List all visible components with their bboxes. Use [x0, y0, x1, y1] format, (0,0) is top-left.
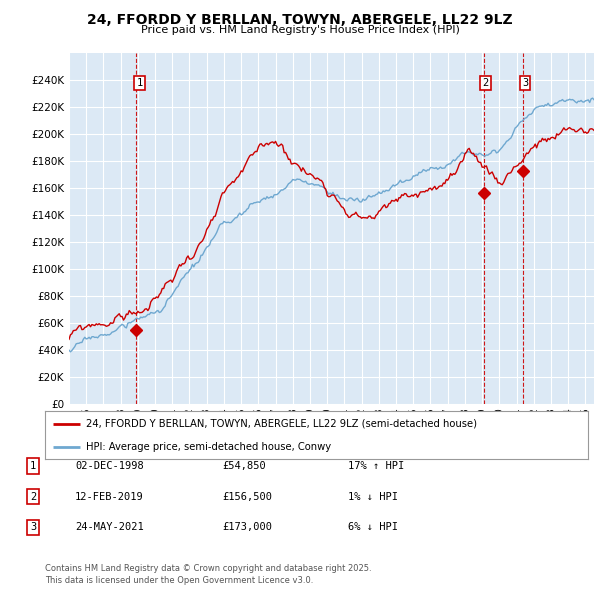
Text: 1% ↓ HPI: 1% ↓ HPI: [348, 492, 398, 502]
Text: 3: 3: [522, 78, 528, 88]
Text: £156,500: £156,500: [222, 492, 272, 502]
Text: 3: 3: [30, 523, 36, 532]
Text: 2: 2: [30, 492, 36, 502]
Text: HPI: Average price, semi-detached house, Conwy: HPI: Average price, semi-detached house,…: [86, 442, 331, 452]
Text: 17% ↑ HPI: 17% ↑ HPI: [348, 461, 404, 471]
Text: 24, FFORDD Y BERLLAN, TOWYN, ABERGELE, LL22 9LZ: 24, FFORDD Y BERLLAN, TOWYN, ABERGELE, L…: [87, 13, 513, 27]
Text: 24, FFORDD Y BERLLAN, TOWYN, ABERGELE, LL22 9LZ (semi-detached house): 24, FFORDD Y BERLLAN, TOWYN, ABERGELE, L…: [86, 419, 477, 429]
Text: 2: 2: [482, 78, 488, 88]
Text: 24-MAY-2021: 24-MAY-2021: [75, 523, 144, 532]
Text: 1: 1: [30, 461, 36, 471]
Text: 12-FEB-2019: 12-FEB-2019: [75, 492, 144, 502]
Text: 1: 1: [136, 78, 143, 88]
Text: £173,000: £173,000: [222, 523, 272, 532]
Text: Price paid vs. HM Land Registry's House Price Index (HPI): Price paid vs. HM Land Registry's House …: [140, 25, 460, 35]
Text: £54,850: £54,850: [222, 461, 266, 471]
Text: Contains HM Land Registry data © Crown copyright and database right 2025.
This d: Contains HM Land Registry data © Crown c…: [45, 565, 371, 585]
Text: 02-DEC-1998: 02-DEC-1998: [75, 461, 144, 471]
Text: 6% ↓ HPI: 6% ↓ HPI: [348, 523, 398, 532]
